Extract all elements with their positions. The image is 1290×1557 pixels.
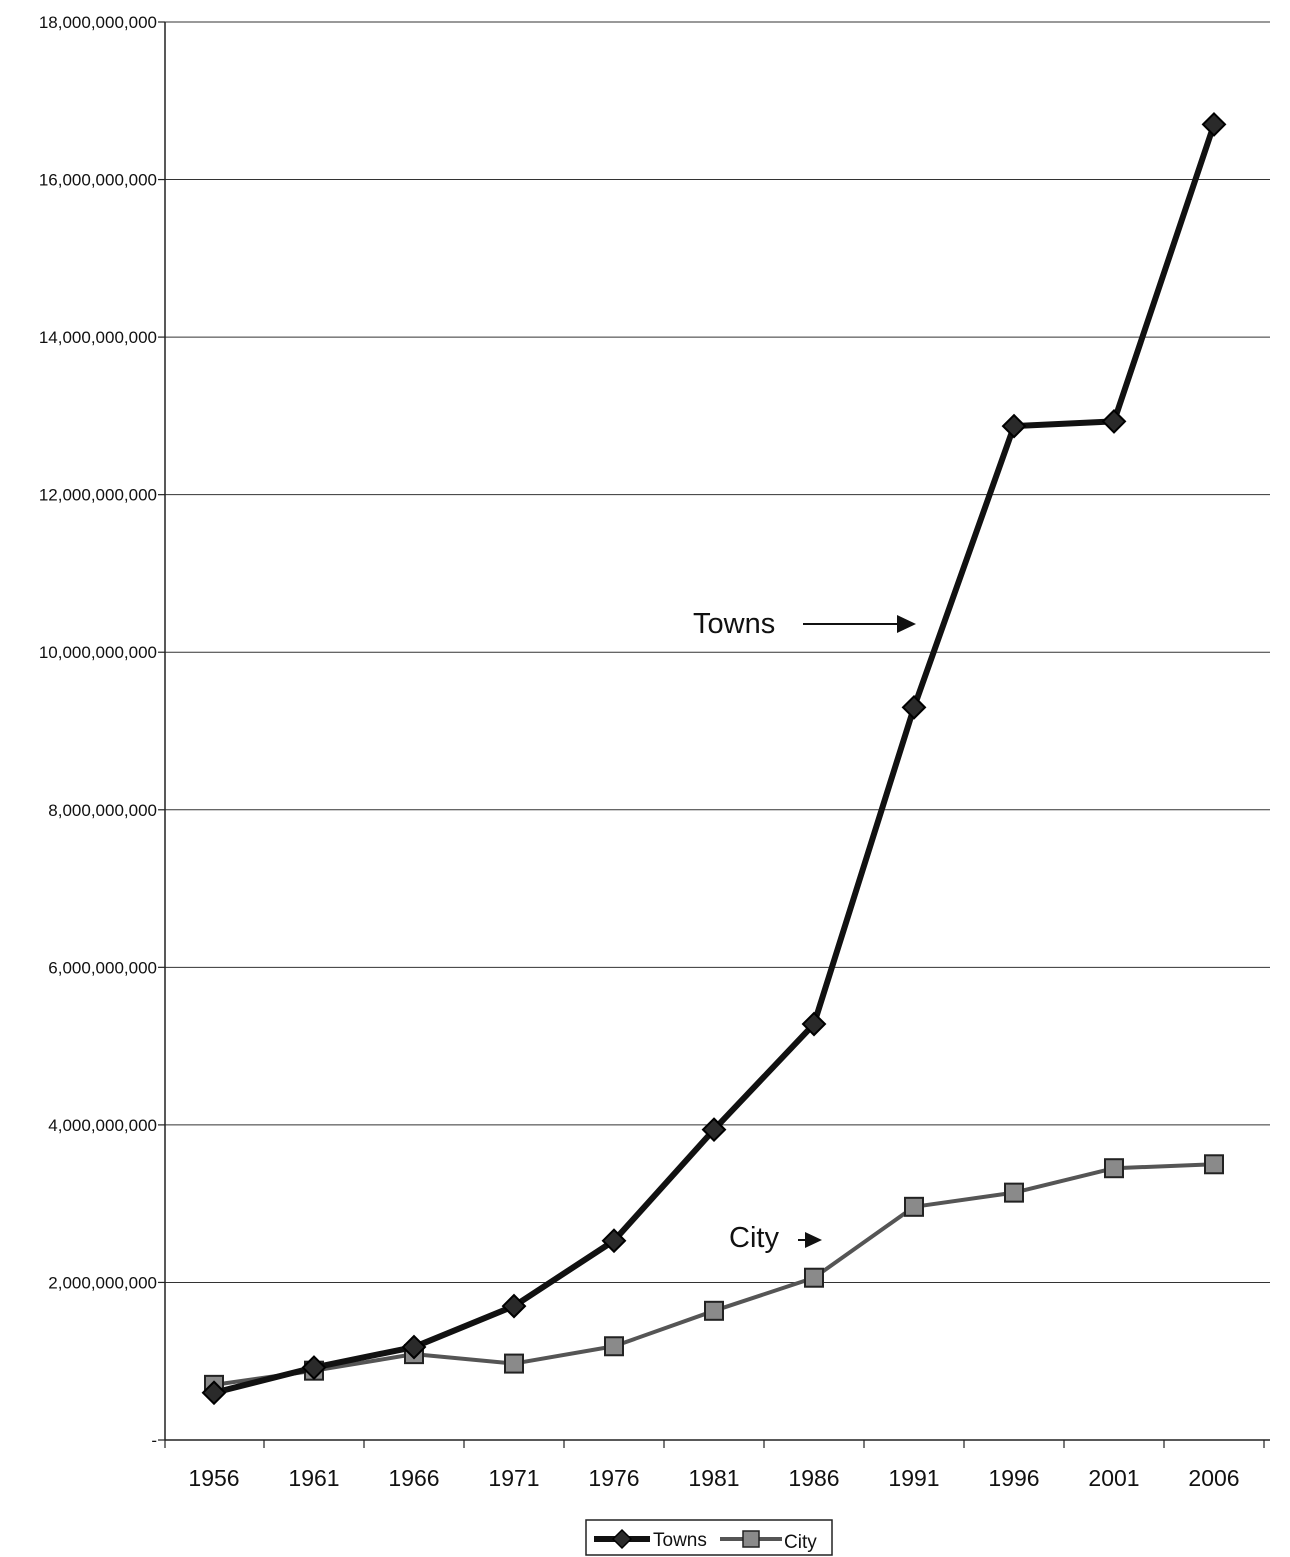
towns-point (601, 1228, 627, 1254)
annotation-city-label: City (729, 1222, 779, 1254)
y-tick-label: - (151, 1431, 157, 1450)
y-tick-label: 16,000,000,000 (39, 171, 157, 190)
y-tick-label: 12,000,000,000 (39, 486, 157, 505)
annotation-towns-label: Towns (693, 608, 775, 640)
gridlines (165, 21, 1270, 1283)
x-tick-label: 2006 (1188, 1465, 1239, 1491)
x-tick-label: 1961 (288, 1465, 339, 1491)
city-point (1104, 1158, 1124, 1179)
towns-point (301, 1355, 327, 1380)
y-tick-label: 6,000,000,000 (48, 958, 157, 977)
city-point (804, 1267, 824, 1288)
y-tick-label: 2,000,000,000 (48, 1273, 157, 1292)
towns-point (1101, 408, 1127, 434)
legend-towns-marker (611, 1528, 633, 1550)
x-tick-label: 1996 (988, 1465, 1039, 1491)
y-tick-label: 14,000,000,000 (39, 328, 157, 347)
legend-city-label: City (784, 1532, 817, 1553)
towns-point (401, 1334, 427, 1360)
towns-point (201, 1380, 227, 1406)
legend-towns-label: Towns (653, 1530, 707, 1551)
city-point (604, 1336, 624, 1357)
annotation-city-arrowhead (805, 1232, 822, 1248)
legend-city-marker (742, 1530, 760, 1548)
y-tick-label: 10,000,000,000 (39, 643, 157, 662)
series-line-towns (213, 123, 1217, 1396)
annotations: Towns City (693, 608, 916, 1254)
x-tick-label: 1976 (588, 1465, 639, 1491)
city-point (1204, 1154, 1224, 1175)
series-towns (201, 111, 1227, 1406)
legend: Towns City (585, 1519, 833, 1556)
towns-point (1001, 413, 1027, 439)
city-point (1004, 1182, 1024, 1203)
city-point (704, 1300, 724, 1321)
annotation-towns-arrowhead (897, 615, 916, 633)
city-point (504, 1353, 524, 1374)
x-tick-label: 1956 (188, 1465, 239, 1491)
x-tick-label: 2001 (1088, 1465, 1139, 1491)
city-point (904, 1196, 924, 1217)
towns-point (701, 1117, 727, 1143)
series-line-city (213, 1162, 1215, 1387)
x-tick-label: 1991 (888, 1465, 939, 1491)
towns-point (1201, 111, 1227, 137)
x-axis-ticks: 1956 1961 1966 1971 1976 1981 1986 1991 1996 2001… (164, 1440, 1265, 1491)
towns-point (801, 1011, 827, 1037)
towns-point (901, 694, 927, 720)
x-tick-label: 1966 (388, 1465, 439, 1491)
x-tick-label: 1986 (788, 1465, 839, 1491)
x-tick-label: 1981 (688, 1465, 739, 1491)
towns-point (501, 1293, 527, 1319)
axes (164, 22, 1270, 1441)
y-axis-ticks: - 2,000,000,000 4,000,000,000 6,000,000,000… (39, 13, 165, 1450)
x-tick-label: 1971 (488, 1465, 539, 1491)
y-tick-label: 4,000,000,000 (48, 1116, 157, 1135)
series-layer (201, 111, 1227, 1406)
y-tick-label: 18,000,000,000 (39, 13, 157, 32)
y-tick-label: 8,000,000,000 (48, 801, 157, 820)
